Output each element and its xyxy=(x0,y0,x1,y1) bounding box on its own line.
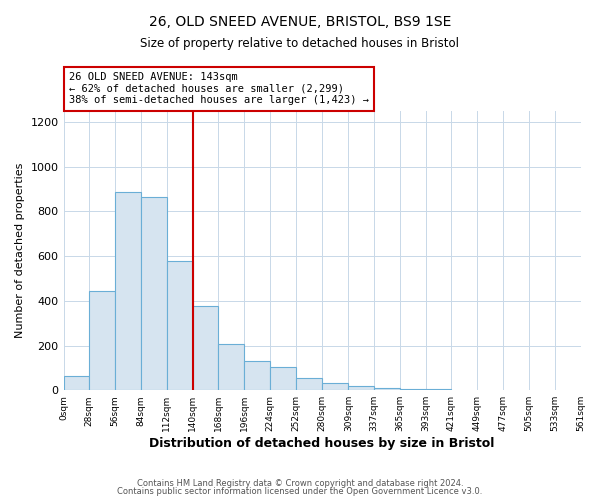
Text: Size of property relative to detached houses in Bristol: Size of property relative to detached ho… xyxy=(140,38,460,51)
Y-axis label: Number of detached properties: Number of detached properties xyxy=(15,163,25,338)
Bar xyxy=(270,366,296,390)
Bar xyxy=(244,361,270,390)
Bar xyxy=(167,260,193,390)
Bar xyxy=(348,386,374,390)
Bar xyxy=(64,376,89,390)
Bar xyxy=(218,344,244,390)
Bar xyxy=(115,192,141,390)
Bar xyxy=(141,197,167,390)
Bar xyxy=(89,291,115,390)
Text: Contains HM Land Registry data © Crown copyright and database right 2024.: Contains HM Land Registry data © Crown c… xyxy=(137,478,463,488)
Bar xyxy=(425,389,451,390)
Text: 26 OLD SNEED AVENUE: 143sqm
← 62% of detached houses are smaller (2,299)
38% of : 26 OLD SNEED AVENUE: 143sqm ← 62% of det… xyxy=(69,72,369,106)
Bar xyxy=(322,383,348,390)
X-axis label: Distribution of detached houses by size in Bristol: Distribution of detached houses by size … xyxy=(149,437,495,450)
Bar xyxy=(400,389,425,390)
Bar xyxy=(193,306,218,390)
Text: Contains public sector information licensed under the Open Government Licence v3: Contains public sector information licen… xyxy=(118,487,482,496)
Bar xyxy=(374,388,400,390)
Bar xyxy=(296,378,322,390)
Text: 26, OLD SNEED AVENUE, BRISTOL, BS9 1SE: 26, OLD SNEED AVENUE, BRISTOL, BS9 1SE xyxy=(149,15,451,29)
